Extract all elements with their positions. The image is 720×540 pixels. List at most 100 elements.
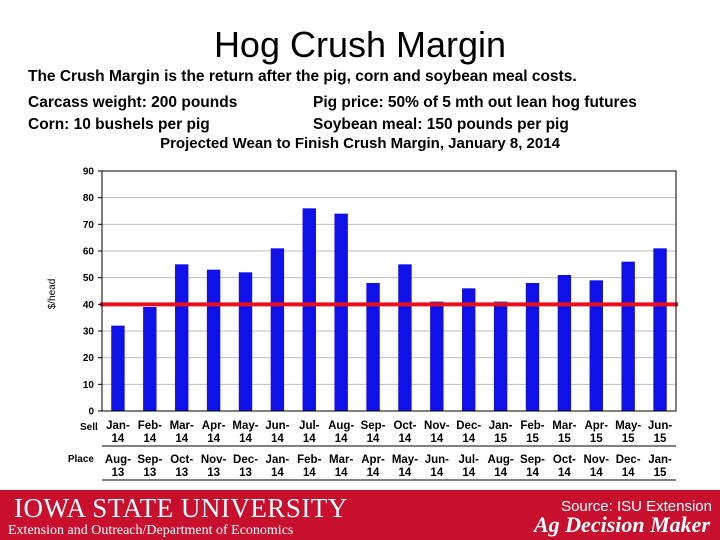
place-month-label: Sep- — [137, 454, 162, 466]
place-month-label: Apr- — [361, 454, 385, 466]
place-month-label: 14 — [622, 467, 635, 479]
bar — [270, 248, 285, 411]
place-month-label: 13 — [239, 467, 252, 479]
place-month-label: Jul- — [458, 454, 479, 466]
soybean-meal-text: Soybean meal: 150 pounds per pig — [313, 116, 569, 133]
place-month-label: Oct- — [170, 454, 193, 466]
place-month-label: 13 — [112, 467, 125, 479]
sell-month-label: Jul- — [299, 420, 320, 432]
sell-row-label: Sell — [80, 422, 98, 433]
sell-month-label: 14 — [207, 433, 220, 445]
bar — [111, 325, 125, 411]
bar — [621, 261, 635, 411]
sell-month-label: 14 — [399, 433, 412, 445]
ag-decision-maker-logo: Ag Decision Maker — [534, 512, 710, 537]
sell-month-label: 14 — [367, 433, 380, 445]
sell-month-label: Jan- — [106, 420, 130, 432]
sell-month-label: 15 — [590, 433, 603, 445]
sell-month-label: 14 — [271, 433, 284, 445]
sell-month-label: 15 — [622, 433, 635, 445]
place-month-label: Jan- — [266, 454, 290, 466]
corn-text: Corn: 10 bushels per pig — [28, 116, 210, 133]
sell-month-label: 14 — [112, 433, 125, 445]
y-tick-label: 60 — [83, 247, 95, 258]
sell-month-label: 14 — [335, 433, 348, 445]
place-month-label: 14 — [303, 467, 316, 479]
crush-margin-chart: Projected Wean to Finish Crush Margin, J… — [47, 135, 678, 481]
place-month-label: 14 — [558, 467, 571, 479]
sell-month-label: 14 — [239, 433, 252, 445]
place-month-label: Feb- — [297, 454, 321, 466]
bar — [525, 283, 540, 411]
sell-month-label: Jun- — [648, 420, 672, 432]
bars — [111, 208, 667, 411]
sell-month-label: 14 — [175, 433, 188, 445]
sell-month-label: May- — [232, 420, 258, 432]
description-line-1: The Crush Margin is the return after the… — [28, 68, 577, 85]
place-month-label: Jan- — [648, 454, 672, 466]
y-axis-label: $/head — [47, 279, 58, 310]
y-tick-label: 20 — [83, 353, 95, 364]
place-month-label: Dec- — [616, 454, 641, 466]
place-month-label: 14 — [399, 467, 412, 479]
place-month-label: Dec- — [233, 454, 258, 466]
sell-month-label: 15 — [526, 433, 539, 445]
place-month-label: 14 — [526, 467, 539, 479]
sell-month-label: Aug- — [328, 420, 354, 432]
y-tick-label: 70 — [83, 220, 95, 231]
bar — [653, 248, 667, 411]
bar — [175, 264, 189, 411]
sell-month-label: Sep- — [361, 420, 386, 432]
sell-month-label: Apr- — [584, 420, 608, 432]
bar — [206, 269, 221, 411]
sell-month-label: Oct- — [393, 420, 416, 432]
plot-frame — [101, 170, 677, 412]
sell-month-label: Dec- — [456, 420, 481, 432]
sell-month-label: Jan- — [489, 420, 513, 432]
bar — [398, 264, 412, 411]
place-month-label: 14 — [367, 467, 380, 479]
y-tick-label: 80 — [83, 193, 95, 204]
place-month-label: 13 — [207, 467, 220, 479]
place-month-label: 13 — [175, 467, 188, 479]
sell-month-label: May- — [615, 420, 641, 432]
place-month-label: Sep- — [520, 454, 545, 466]
place-month-label: Nov- — [583, 454, 609, 466]
gridlines — [102, 170, 676, 385]
bar — [430, 301, 444, 411]
y-tick-label: 10 — [83, 380, 95, 391]
place-month-label: Mar- — [329, 454, 353, 466]
bar — [238, 272, 253, 411]
pig-price-text: Pig price: 50% of 5 mth out lean hog fut… — [313, 94, 637, 111]
chart-title: Projected Wean to Finish Crush Margin, J… — [160, 135, 560, 152]
bar — [334, 213, 348, 411]
place-month-label: 14 — [430, 467, 443, 479]
y-tick-label: 40 — [83, 300, 95, 311]
sell-month-label: 15 — [654, 433, 667, 445]
place-month-label: 14 — [335, 467, 348, 479]
bar — [589, 280, 603, 411]
university-logo: IOWA STATE UNIVERSITY — [14, 493, 348, 523]
y-tick-label: 30 — [83, 327, 95, 338]
place-month-label: Jun- — [425, 454, 449, 466]
sell-month-label: Feb- — [138, 420, 162, 432]
place-month-label: 13 — [143, 467, 156, 479]
description-line-3: Corn: 10 bushels per pig Soybean meal: 1… — [28, 116, 569, 134]
place-month-label: 14 — [271, 467, 284, 479]
place-month-label: 15 — [654, 467, 667, 479]
sell-month-label: Apr- — [202, 420, 226, 432]
sell-month-label: 14 — [430, 433, 443, 445]
description-line-2: Carcass weight: 200 pounds Pig price: 50… — [28, 94, 637, 112]
sell-month-label: 15 — [494, 433, 507, 445]
department-text: Extension and Outreach/Department of Eco… — [8, 523, 294, 538]
axes: 0102030405060708090Jan-14Feb-14Mar-14Apr… — [83, 167, 677, 481]
place-month-label: Oct- — [553, 454, 576, 466]
sell-month-label: Mar- — [170, 420, 194, 432]
bar — [143, 307, 157, 411]
sell-month-label: Feb- — [520, 420, 544, 432]
sell-month-label: 14 — [143, 433, 156, 445]
slide-title: Hog Crush Margin — [213, 24, 507, 65]
sell-month-label: Mar- — [552, 420, 576, 432]
place-month-label: 14 — [590, 467, 603, 479]
sell-month-label: 15 — [558, 433, 571, 445]
